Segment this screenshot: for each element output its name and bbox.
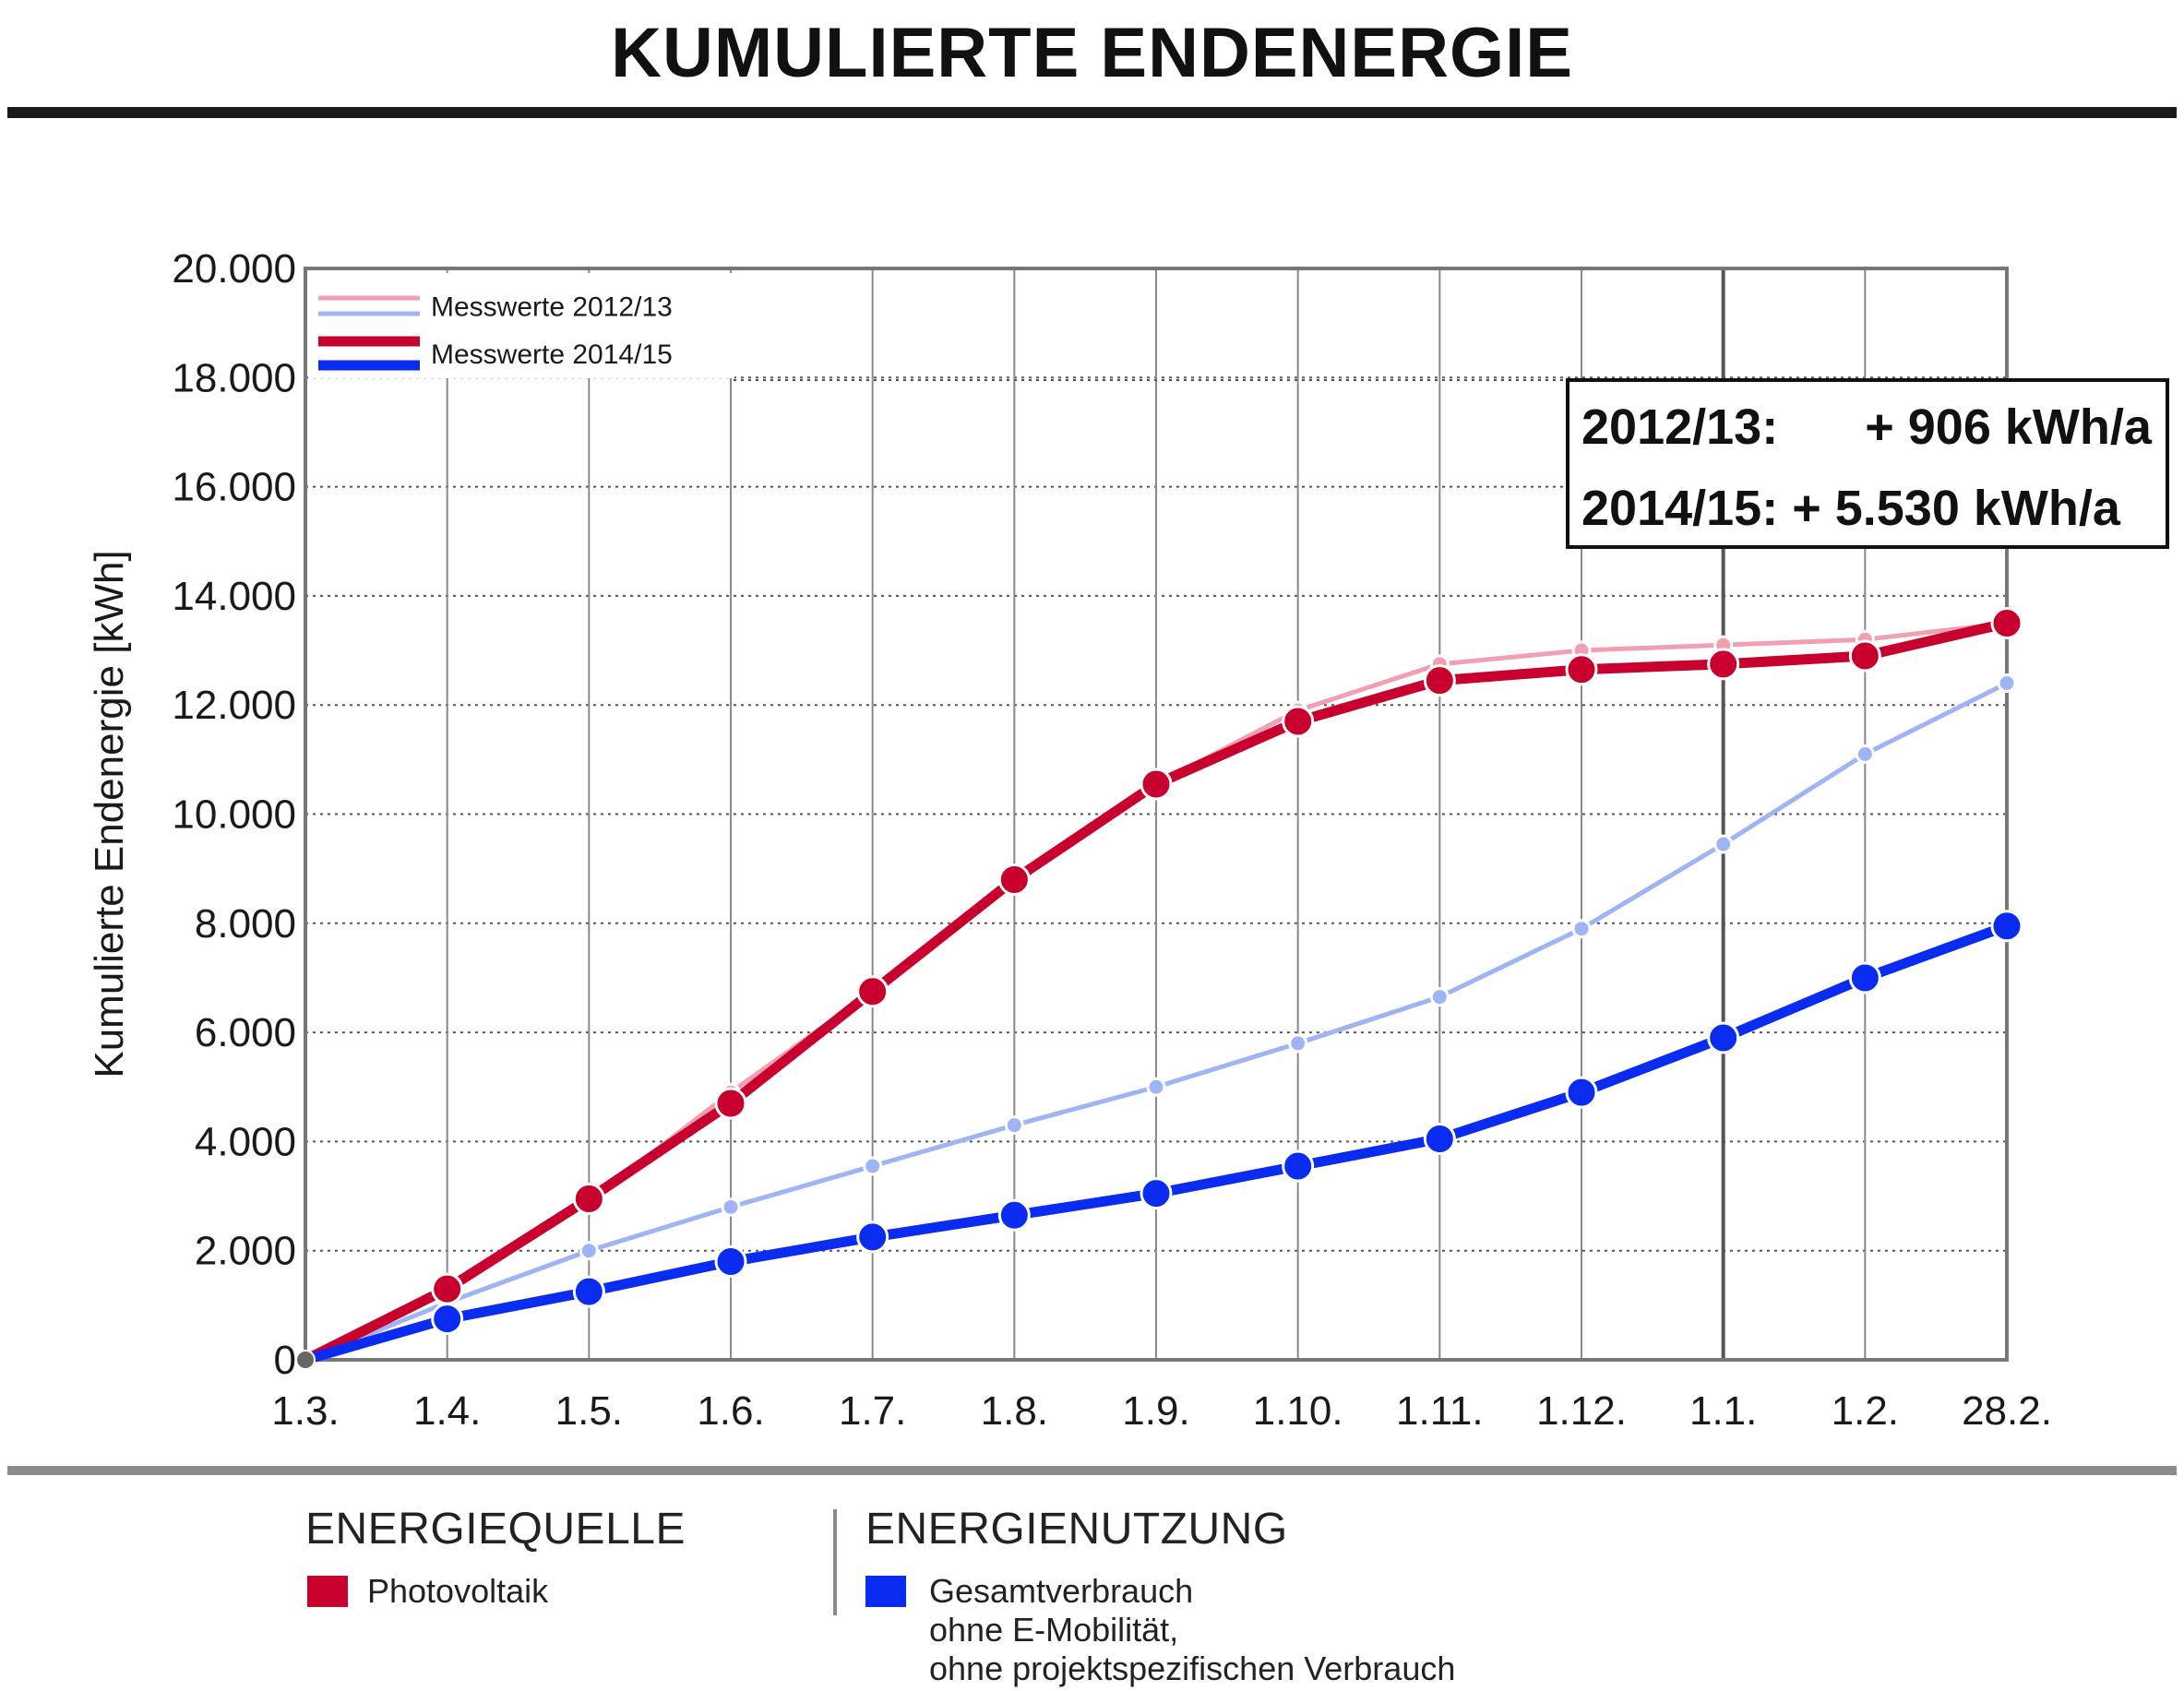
data-point-gesamtverbrauch-2012-13	[1429, 987, 1450, 1007]
y-tick-label: 4.000	[195, 1119, 296, 1164]
data-point-photovoltaik-2014-15	[1707, 648, 1740, 681]
series	[295, 606, 2023, 1370]
chart-legend: Messwerte 2012/13 Messwerte 2014/15	[310, 273, 1566, 381]
data-point-photovoltaik-2014-15	[1565, 653, 1598, 686]
legend-label: Messwerte 2014/15	[431, 339, 673, 370]
y-tick-label: 20.000	[172, 246, 296, 292]
annotation-box	[1566, 378, 2169, 549]
y-tick-label: 16.000	[172, 465, 296, 510]
annotation-value-2012: + 906 kWh/a	[1865, 399, 2152, 455]
legend-item-photovoltaik: Photovoltaik	[367, 1572, 549, 1610]
legend-heading-usage: ENERGIENUTZUNG	[865, 1505, 1288, 1554]
axes: 0 2.000 4.000 6.000 8.000 10.000 12.000 14.000 1…	[87, 246, 2052, 1434]
data-point-gesamtverbrauch-2014-15	[1140, 1177, 1173, 1210]
data-point-gesamtverbrauch-2014-15	[431, 1303, 464, 1336]
legend-divider	[833, 1509, 837, 1615]
x-tick-label: 1.5.	[555, 1388, 623, 1434]
x-tick-label: 1.11.	[1396, 1388, 1484, 1434]
data-point-gesamtverbrauch-2012-13	[1713, 834, 1734, 854]
annotation-line-2: 2014/15: + 5.530 kWh/a	[1581, 480, 2120, 537]
x-tick-label: 1.2.	[1832, 1388, 1899, 1434]
legend-heading-source: ENERGIEQUELLE	[305, 1505, 686, 1554]
photovoltaik-swatch	[307, 1576, 348, 1607]
data-point-gesamtverbrauch-2012-13	[1855, 744, 1875, 764]
data-point-gesamtverbrauch-2014-15	[714, 1245, 747, 1279]
data-point-photovoltaik-2014-15	[856, 975, 889, 1008]
legend-label: Messwerte 2012/13	[431, 292, 673, 323]
y-tick-label: 0	[274, 1338, 296, 1383]
legend-item-gesamtverbrauch: Gesamtverbrauch ohne E-Mobilität, ohne p…	[929, 1572, 1455, 1688]
y-tick-label: 18.000	[172, 355, 296, 400]
x-tick-label: 1.4.	[413, 1388, 481, 1434]
data-point-photovoltaik-2014-15	[714, 1087, 747, 1120]
data-point-gesamtverbrauch-2014-15	[997, 1198, 1031, 1232]
annotation-line-1: 2012/13: + 906 kWh/a	[1581, 399, 2152, 456]
x-tick-label: 1.12.	[1536, 1388, 1627, 1434]
data-point-gesamtverbrauch-2012-13	[1146, 1077, 1166, 1097]
data-point-photovoltaik-2014-15	[1848, 639, 1881, 673]
data-point-gesamtverbrauch-2012-13	[1997, 673, 2017, 694]
y-axis-label: Kumulierte Endenergie [kWh]	[87, 550, 132, 1078]
x-tick-label: 1.10.	[1253, 1388, 1343, 1434]
x-tick-label: 1.3.	[271, 1388, 339, 1434]
data-point-gesamtverbrauch-2012-13	[1571, 919, 1592, 939]
cumulative-energy-chart: 0 2.000 4.000 6.000 8.000 10.000 12.000 14.000 1…	[87, 246, 2052, 1434]
y-tick-label: 8.000	[195, 901, 296, 947]
data-point-photovoltaik-2014-15	[1282, 705, 1315, 738]
data-point-gesamtverbrauch-2012-13	[1004, 1115, 1024, 1136]
data-point-gesamtverbrauch-2014-15	[1423, 1122, 1456, 1155]
y-tick-label: 10.000	[172, 792, 296, 838]
x-tick-label: 1.9.	[1122, 1388, 1189, 1434]
y-tick-label: 14.000	[172, 574, 296, 619]
data-point-gesamtverbrauch-2012-13	[579, 1241, 599, 1261]
data-point-photovoltaik-2014-15	[1423, 664, 1456, 697]
data-point-photovoltaik-2014-15	[997, 863, 1031, 896]
x-tick-label: 28.2.	[1962, 1388, 2052, 1434]
data-point-photovoltaik-2014-15	[431, 1272, 464, 1305]
data-point-photovoltaik-2014-15	[572, 1183, 605, 1216]
origin-point	[295, 1350, 316, 1370]
x-tick-label: 1.8.	[981, 1388, 1048, 1434]
data-point-photovoltaik-2014-15	[1990, 606, 2023, 639]
y-tick-label: 2.000	[195, 1229, 296, 1274]
data-point-gesamtverbrauch-2014-15	[856, 1221, 889, 1254]
data-point-gesamtverbrauch-2012-13	[863, 1156, 883, 1176]
x-tick-label: 1.1.	[1689, 1388, 1757, 1434]
data-point-gesamtverbrauch-2014-15	[1707, 1021, 1740, 1054]
x-tick-label: 1.6.	[697, 1388, 764, 1434]
plot-frame	[304, 267, 2009, 1362]
data-point-gesamtverbrauch-2012-13	[1288, 1033, 1308, 1054]
annotation-label-2012: 2012/13:	[1581, 399, 1779, 455]
annotation-label-2014: 2014/15:	[1581, 481, 1779, 536]
data-point-gesamtverbrauch-2014-15	[1282, 1149, 1315, 1183]
legend-item-line-2: ohne E-Mobilität,	[929, 1611, 1179, 1649]
data-point-gesamtverbrauch-2014-15	[1565, 1076, 1598, 1109]
y-tick-label: 12.000	[172, 683, 296, 728]
footer-divider	[7, 1466, 2177, 1475]
annotation-value-2014: + 5.530 kWh/a	[1792, 481, 2120, 536]
gesamtverbrauch-swatch	[865, 1576, 906, 1607]
title-divider	[7, 107, 2177, 118]
x-tick-label: 1.7.	[839, 1388, 906, 1434]
chart-title: KUMULIERTE ENDENERGIE	[611, 14, 1573, 92]
y-tick-label: 6.000	[195, 1010, 296, 1055]
data-point-gesamtverbrauch-2014-15	[572, 1275, 605, 1308]
data-point-gesamtverbrauch-2014-15	[1990, 910, 2023, 943]
data-point-gesamtverbrauch-2014-15	[1848, 961, 1881, 994]
legend-item-line-1: Gesamtverbrauch	[929, 1572, 1194, 1610]
data-point-gesamtverbrauch-2012-13	[721, 1197, 741, 1217]
data-point-photovoltaik-2014-15	[1140, 768, 1173, 801]
legend-item-line-3: ohne projektspezifischen Verbrauch	[929, 1649, 1456, 1687]
